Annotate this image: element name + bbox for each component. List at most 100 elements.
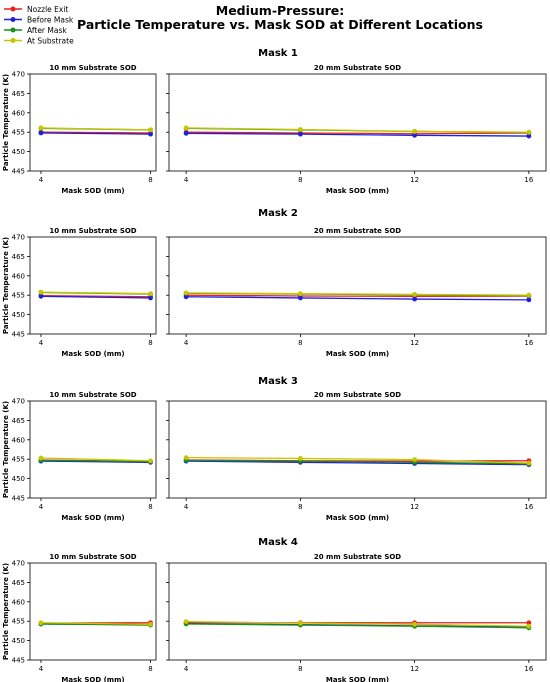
series-line <box>40 622 151 625</box>
data-point <box>297 295 303 301</box>
x-tick-label: 16 <box>524 665 533 673</box>
y-tick-label: 455 <box>12 456 25 464</box>
x-tick-label: 8 <box>148 339 152 347</box>
y-tick-label: 460 <box>12 598 25 606</box>
legend-label: Before Mask <box>27 16 74 25</box>
data-point <box>297 456 303 461</box>
figure-title-line1: Medium-Pressure: <box>216 3 345 18</box>
x-tick-label: 12 <box>410 176 419 184</box>
y-tick-label: 445 <box>12 168 25 176</box>
panel-group-title: Mask 2 <box>258 208 298 219</box>
y-axis-label: Particle Temperature (K) <box>2 401 10 498</box>
subplot-title: 20 mm Substrate SOD <box>314 64 401 72</box>
data-point <box>297 620 303 626</box>
chart-panel: 10 mm Substrate SOD 445 450 455 460 465 470Par… <box>2 227 157 358</box>
x-axis-label: Mask SOD (mm) <box>61 676 124 682</box>
plot-frame <box>168 73 547 172</box>
chart-panel: 10 mm Substrate SOD 445 450 455 460 465 470Par… <box>2 391 157 522</box>
y-axis-label: Particle Temperature (K) <box>2 237 10 334</box>
series-line <box>40 623 151 626</box>
y-tick-label: 470 <box>12 398 25 406</box>
data-point <box>183 130 189 136</box>
x-tick-label: 16 <box>524 339 533 347</box>
data-point <box>148 127 153 133</box>
subplot-title: 20 mm Substrate SOD <box>314 391 401 399</box>
x-tick-label: 12 <box>410 503 419 511</box>
data-point <box>412 457 418 462</box>
x-tick-label: 8 <box>298 665 302 673</box>
x-tick-label: 8 <box>298 503 302 511</box>
legend-entry: Before Mask <box>4 16 74 25</box>
data-point <box>297 127 303 132</box>
legend-label: Nozzle Exit <box>27 5 68 14</box>
legend-label: After Mask <box>27 26 67 35</box>
figure-title-line2: Particle Temperature vs. Mask SOD at Dif… <box>77 17 483 32</box>
data-point <box>148 621 153 627</box>
chart-panel: 20 mm Substrate SOD 4 8 12 16 Mask SOD (mm) <box>166 391 547 522</box>
data-point <box>526 129 532 135</box>
y-axis-label: Particle Temperature (K) <box>2 74 10 171</box>
legend-entry: Nozzle Exit <box>4 5 68 14</box>
y-tick-label: 460 <box>12 436 25 444</box>
series-line <box>40 459 151 463</box>
data-point <box>38 293 44 299</box>
y-tick-label: 445 <box>12 657 25 665</box>
series-line <box>40 294 151 298</box>
data-point <box>183 125 189 131</box>
series-line <box>186 294 529 298</box>
legend-swatch-marker <box>10 38 16 43</box>
panel-group-title: Mask 3 <box>258 376 298 387</box>
x-tick-label: 16 <box>524 176 533 184</box>
y-tick-label: 460 <box>12 272 25 280</box>
x-axis-label: Mask SOD (mm) <box>326 350 389 358</box>
series-line <box>186 127 529 133</box>
data-point <box>526 460 532 466</box>
data-point <box>412 132 418 138</box>
x-tick-label: 12 <box>410 339 419 347</box>
data-point <box>183 619 189 624</box>
data-point <box>183 455 189 461</box>
data-point <box>148 291 153 297</box>
series-line <box>40 127 151 131</box>
y-tick-label: 450 <box>12 475 25 483</box>
x-tick-label: 12 <box>410 665 419 673</box>
x-tick-label: 8 <box>148 176 152 184</box>
plot-frame <box>29 400 157 499</box>
y-tick-label: 470 <box>12 560 25 568</box>
x-tick-label: 4 <box>184 339 189 347</box>
legend-label: At Substrate <box>27 37 74 46</box>
data-point <box>412 621 418 627</box>
subplot-title: 10 mm Substrate SOD <box>49 227 136 235</box>
x-tick-label: 4 <box>184 665 189 673</box>
x-tick-label: 4 <box>39 665 44 673</box>
data-point <box>526 620 532 626</box>
legend-swatch-marker <box>10 6 16 12</box>
plot-frame <box>29 73 157 172</box>
plot-frame <box>168 400 547 499</box>
y-tick-label: 455 <box>12 292 25 300</box>
y-tick-label: 465 <box>12 417 25 425</box>
series-line <box>40 131 151 134</box>
subplot-title: 10 mm Substrate SOD <box>49 391 136 399</box>
x-axis-label: Mask SOD (mm) <box>326 187 389 195</box>
series-line <box>40 291 151 295</box>
x-tick-label: 4 <box>39 339 44 347</box>
series-line <box>186 132 529 137</box>
series-line <box>186 620 529 627</box>
y-tick-label: 445 <box>12 495 25 503</box>
data-point <box>297 291 303 297</box>
x-axis-label: Mask SOD (mm) <box>61 350 124 358</box>
chart-panels: 10 mm Substrate SOD445450455460465470Par… <box>2 64 547 682</box>
y-tick-label: 450 <box>12 637 25 645</box>
data-point <box>526 133 532 139</box>
series-line <box>186 296 529 301</box>
y-tick-label: 450 <box>12 311 25 319</box>
y-tick-label: 450 <box>12 148 25 156</box>
data-point <box>148 458 153 464</box>
series-line <box>186 459 529 465</box>
series-line <box>40 132 151 135</box>
subplot-title: 10 mm Substrate SOD <box>49 553 136 561</box>
data-point <box>297 131 303 137</box>
chart-panel: 20 mm Substrate SOD 4 8 12 16 Mask SOD (mm) <box>166 227 547 358</box>
